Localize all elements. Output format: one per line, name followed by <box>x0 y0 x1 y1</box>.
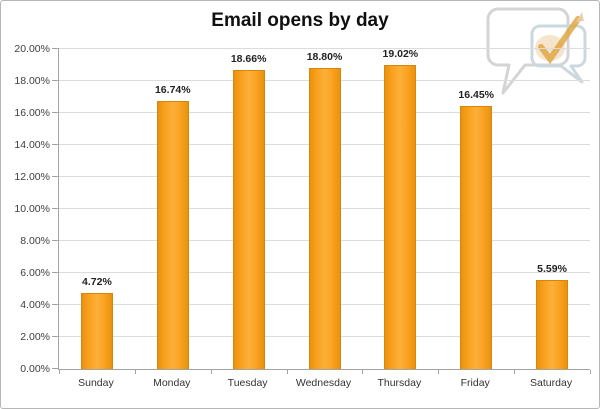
y-tick-mark <box>52 336 59 337</box>
y-tick-mark <box>52 48 59 49</box>
y-tick-mark <box>52 304 59 305</box>
x-tick-mark <box>134 370 136 374</box>
y-tick-label: 10.00% <box>14 203 50 215</box>
plot-area: 4.72% 16.74% 18.66% 18.80% 19.02% 16.45% 5.59% <box>52 47 591 374</box>
x-axis-labels: Sunday Monday Tuesday Wednesday Thursday Frid… <box>58 376 589 392</box>
y-tick-label: 6.00% <box>20 267 50 279</box>
x-axis-label-sunday: Sunday <box>78 377 114 389</box>
bar-saturday <box>536 279 569 369</box>
bar-value-label: 5.59% <box>537 262 567 275</box>
y-tick-mark <box>52 112 59 113</box>
y-tick-label: 0.00% <box>20 363 50 375</box>
checkmark-icon <box>538 16 581 65</box>
speech-bubble-large-icon <box>486 7 570 95</box>
y-tick-mark <box>52 80 59 81</box>
x-axis-label-friday: Friday <box>460 377 490 389</box>
bar-value-label: 16.45% <box>458 88 495 101</box>
x-axis-label-wednesday: Wednesday <box>295 377 352 389</box>
y-tick-label: 12.00% <box>14 171 50 183</box>
y-tick-label: 14.00% <box>14 139 50 151</box>
bar-value-label: 4.72% <box>82 276 112 289</box>
bar-friday <box>460 105 493 369</box>
bar-value-label: 16.74% <box>154 84 191 97</box>
y-tick-label: 20.00% <box>14 43 50 55</box>
y-tick-mark <box>52 368 59 369</box>
y-tick-label: 16.00% <box>14 107 50 119</box>
y-axis-labels: 0.00% 2.00% 4.00% 6.00% 8.00% 10.00% 12.00% 14.… <box>1 43 50 375</box>
y-tick-mark <box>52 176 59 177</box>
x-tick-mark <box>59 370 60 374</box>
bar-tuesday <box>232 70 265 369</box>
x-axis-label-saturday: Saturday <box>530 377 573 389</box>
x-tick-mark <box>514 370 516 374</box>
x-axis-label-tuesday: Tuesday <box>227 377 268 389</box>
gridline <box>59 48 590 49</box>
y-tick-label: 2.00% <box>20 331 50 343</box>
bar-value-label: 18.80% <box>306 51 343 64</box>
x-tick-mark <box>362 370 364 374</box>
x-axis-label-thursday: Thursday <box>377 377 422 389</box>
speech-bubble-small-icon <box>530 24 587 84</box>
bar-monday <box>156 101 189 369</box>
y-tick-label: 18.00% <box>14 75 50 87</box>
y-tick-mark <box>52 272 59 273</box>
x-tick-mark <box>590 370 591 374</box>
chart-title: Email opens by day <box>211 10 389 31</box>
y-tick-label: 4.00% <box>20 299 50 311</box>
y-tick-mark <box>52 208 59 209</box>
bar-sunday <box>80 293 113 369</box>
speech-bubbles-logo <box>486 7 587 95</box>
y-tick-mark <box>52 144 59 145</box>
bar-value-label: 18.66% <box>230 53 267 66</box>
pencil-tip-icon <box>576 12 584 22</box>
bar-thursday <box>384 64 417 369</box>
x-tick-mark <box>438 370 440 374</box>
bar-wednesday <box>308 68 341 369</box>
y-tick-label: 8.00% <box>20 235 50 247</box>
x-tick-mark <box>210 370 212 374</box>
x-axis-label-monday: Monday <box>153 377 191 389</box>
bar-value-label: 19.02% <box>382 47 419 60</box>
y-tick-mark <box>52 240 59 241</box>
x-tick-mark <box>286 370 288 374</box>
